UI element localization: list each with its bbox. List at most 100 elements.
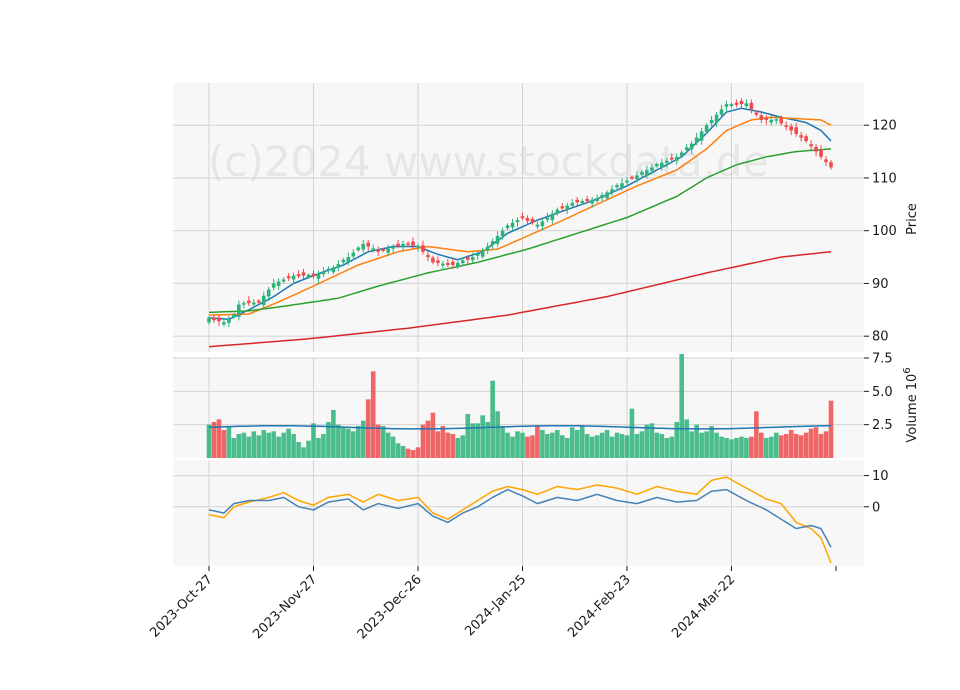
candle-body [505, 225, 510, 229]
volume-bar [445, 432, 451, 458]
candle-body [207, 317, 211, 323]
candle-body [595, 198, 599, 202]
candle-body [550, 213, 555, 221]
volume-bar [435, 431, 441, 458]
candle-body [824, 159, 828, 163]
volume-bar [216, 419, 222, 458]
candle-body [441, 263, 445, 266]
price-tick-label: 90 [872, 277, 889, 292]
volume-bar [734, 438, 739, 458]
volume-bar [778, 435, 784, 458]
candle-body [699, 131, 704, 141]
candle-body [242, 303, 246, 305]
candle-body [346, 257, 351, 263]
volume-bar [231, 438, 237, 458]
oscillator-tick-label: 10 [872, 469, 889, 484]
candle-body [227, 319, 231, 323]
candle-body [475, 253, 480, 256]
volume-bar [699, 432, 704, 458]
volume-bar [415, 447, 421, 458]
volume-bar [321, 434, 326, 458]
volume-bar [773, 432, 779, 458]
candle-body [630, 176, 634, 179]
volume-bar [475, 423, 481, 458]
volume-bar [336, 424, 341, 458]
volume-bar [331, 410, 336, 458]
candle-body [779, 117, 784, 124]
candle-body [426, 254, 430, 258]
volume-bars [206, 354, 834, 458]
volume-bar [540, 430, 545, 458]
candle-body [580, 201, 584, 203]
volume-bar [261, 430, 267, 458]
candle-body [610, 189, 614, 193]
candle-body [585, 199, 589, 202]
volume-bar [455, 438, 461, 458]
volume-bar [296, 442, 301, 458]
volume-bar [828, 400, 834, 458]
volume-bar [271, 431, 276, 458]
candle-body [570, 202, 575, 206]
volume-bar [346, 428, 351, 458]
candle-body [759, 115, 764, 120]
volume-bar [813, 427, 819, 458]
candle-body [232, 314, 236, 318]
volume-bar [301, 447, 306, 458]
volume-bar [609, 436, 615, 458]
volume-average-line [208, 424, 831, 430]
volume-bar [351, 431, 356, 458]
candle-body [460, 260, 465, 264]
volume-bar [654, 432, 660, 458]
volume-axis-label-base: 10 [905, 374, 920, 391]
candle-body [446, 262, 450, 266]
candle-body [456, 262, 460, 267]
moving-average-line-ma_slow [208, 148, 832, 314]
candle-body [465, 257, 470, 260]
volume-bar [818, 434, 824, 458]
candle-body [774, 119, 779, 121]
volume-bar [500, 426, 505, 458]
candle-body [222, 322, 226, 325]
volume-bar [599, 432, 605, 458]
candle-body [605, 192, 609, 199]
volume-bar [589, 436, 595, 458]
candle-body [396, 243, 400, 247]
volume-axis-label: Volume 106 [902, 367, 920, 442]
volume-bar [808, 428, 814, 458]
candle-body [271, 283, 276, 288]
volume-bar [460, 435, 466, 458]
volume-bar [251, 431, 257, 458]
candle-body [794, 127, 798, 134]
candle-body [600, 194, 604, 198]
volume-axis-label-text: Volume [905, 394, 920, 442]
volume-bar [306, 440, 311, 458]
candle-body [256, 300, 261, 303]
candle-body [331, 267, 336, 273]
candle-body [406, 243, 410, 245]
candle-body [316, 273, 321, 279]
candle-body [530, 218, 535, 223]
candle-body [769, 119, 774, 123]
volume-bar [480, 415, 485, 458]
candle-body [311, 273, 316, 277]
candle-body [739, 100, 744, 105]
volume-bar [430, 412, 436, 458]
candle-body [291, 275, 296, 280]
oscillator-lines [208, 476, 832, 564]
volume-bar [495, 411, 500, 458]
candle-body [237, 304, 241, 317]
volume-bar [510, 436, 515, 458]
candle-body [520, 216, 525, 219]
volume-bar [624, 435, 630, 458]
volume-bar [644, 424, 650, 458]
volume-bar [555, 430, 560, 458]
candle-body [470, 257, 475, 261]
volume-tick-label: 5.0 [872, 385, 893, 400]
volume-bar [619, 434, 625, 458]
candle-body [819, 149, 823, 157]
volume-bar [724, 438, 729, 458]
volume-bar [764, 438, 769, 458]
candle-body [276, 281, 281, 286]
